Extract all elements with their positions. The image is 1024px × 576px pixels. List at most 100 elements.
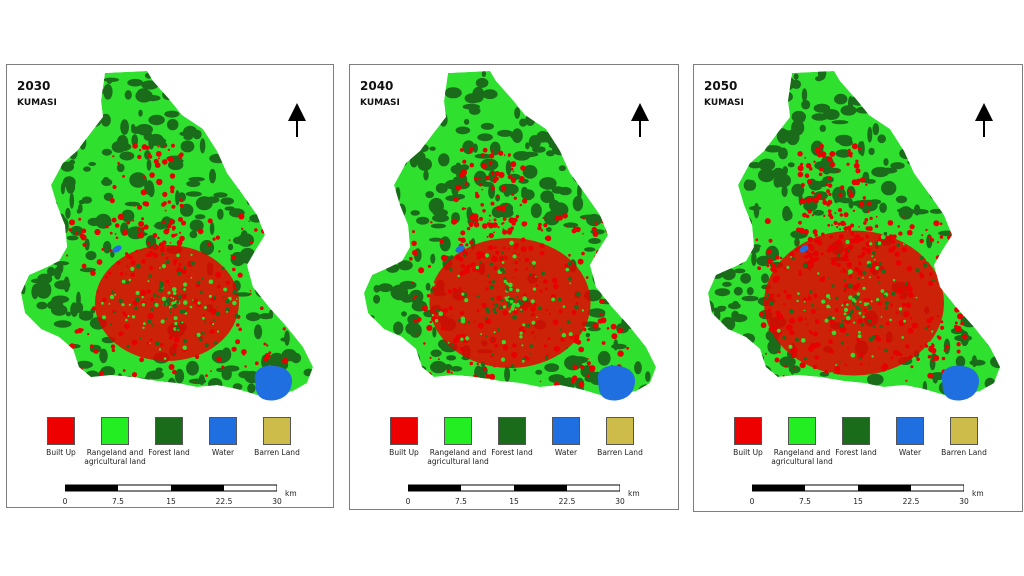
forest-patch [393, 148, 400, 161]
forest-patch [410, 112, 425, 126]
built-up-speck [823, 275, 825, 278]
forest-patch [415, 83, 428, 91]
forest-patch [213, 192, 228, 198]
forest-patch [34, 193, 46, 202]
forest-patch [924, 171, 932, 180]
built-up-speck [132, 219, 135, 222]
built-up-speck [167, 228, 170, 231]
built-up-speck [508, 217, 515, 224]
forest-patch [373, 294, 381, 304]
forest-patch [435, 183, 448, 194]
built-up-speck [808, 243, 811, 246]
legend-swatch [209, 417, 237, 445]
forest-patch [264, 275, 283, 285]
built-up-speck [215, 235, 220, 240]
built-up-speck [947, 239, 954, 246]
vegetation-speck [181, 288, 184, 291]
vegetation-speck [522, 323, 526, 327]
forest-patch [730, 375, 741, 385]
built-up-speck [851, 238, 856, 244]
vegetation-speck [113, 310, 117, 314]
vegetation-speck [532, 287, 537, 291]
forest-patch [365, 72, 372, 83]
forest-patch [155, 137, 167, 145]
built-up-speck [905, 344, 910, 349]
built-up-speck [783, 290, 787, 294]
forest-patch [960, 160, 974, 174]
built-up-speck [464, 207, 467, 210]
lake-bosomtwe [254, 365, 293, 401]
built-up-speck [137, 232, 145, 239]
forest-patch [211, 350, 230, 364]
built-up-speck [601, 341, 606, 345]
forest-patch [985, 311, 1000, 325]
built-up-speck [846, 225, 852, 231]
forest-patch [432, 327, 437, 338]
forest-patch [741, 295, 759, 302]
built-up-speck [862, 246, 867, 251]
forest-patch [81, 363, 91, 369]
built-up-speck [517, 253, 520, 256]
forest-patch [636, 79, 652, 94]
forest-patch [280, 242, 287, 254]
forest-patch [543, 211, 560, 226]
vegetation-speck [859, 308, 862, 311]
forest-patch [295, 205, 304, 216]
forest-patch [221, 367, 232, 381]
vegetation-speck [531, 260, 536, 265]
forest-patch [100, 113, 111, 127]
built-up-speck [814, 147, 821, 154]
forest-patch [46, 168, 54, 175]
built-up-speck [812, 229, 818, 235]
built-up-speck [801, 377, 806, 383]
forest-patch [217, 100, 223, 114]
built-up-speck [114, 223, 120, 228]
forest-patch [101, 178, 113, 186]
vegetation-speck [862, 286, 866, 290]
built-up-speck [783, 267, 786, 270]
vegetation-speck [559, 328, 562, 331]
built-up-speck [442, 308, 448, 314]
forest-patch [989, 329, 1000, 334]
forest-patch [649, 137, 656, 151]
vegetation-speck [831, 284, 835, 288]
built-up-speck [895, 311, 899, 315]
forest-patch [364, 382, 368, 388]
forest-patch [509, 80, 523, 93]
built-up-speck [522, 329, 527, 334]
forest-patch [895, 195, 908, 204]
vegetation-speck [816, 308, 819, 310]
built-up-speck [834, 212, 837, 215]
built-up-speck [267, 228, 272, 234]
forest-patch [621, 315, 639, 329]
built-up-speck [490, 201, 495, 206]
built-up-speck [209, 331, 212, 334]
forest-patch [201, 87, 215, 98]
forest-patch [28, 346, 45, 360]
built-up-speck [908, 355, 913, 360]
built-up-speck [481, 188, 483, 191]
built-up-speck [475, 193, 480, 199]
forest-patch [185, 191, 202, 197]
built-up-speck [971, 241, 977, 248]
built-up-speck [778, 350, 781, 354]
vegetation-speck [235, 298, 238, 300]
forest-patch [85, 250, 97, 261]
built-up-speck [514, 268, 518, 272]
vegetation-speck [530, 299, 535, 304]
built-up-speck [145, 253, 150, 258]
built-up-speck [757, 266, 761, 271]
built-up-speck [808, 345, 814, 352]
forest-patch [185, 80, 196, 89]
built-up-speck [529, 282, 531, 285]
forest-patch [558, 165, 566, 172]
forest-patch [709, 163, 722, 172]
built-up-speck [862, 196, 866, 200]
built-up-speck [263, 342, 267, 346]
built-up-speck [769, 293, 774, 298]
built-up-speck [480, 203, 484, 207]
forest-patch [612, 132, 617, 146]
forest-patch [728, 143, 736, 152]
forest-patch [409, 323, 422, 338]
built-up-speck [804, 318, 807, 320]
